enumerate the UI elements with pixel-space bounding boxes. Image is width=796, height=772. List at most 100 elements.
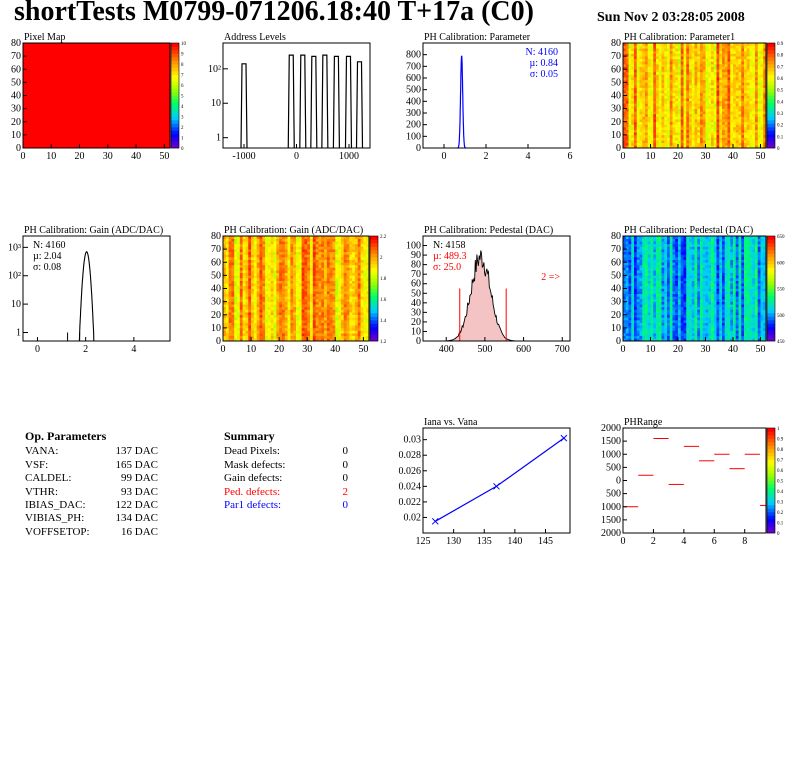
- ph-cal-parameter1-cell: [689, 137, 693, 141]
- ph-cal-pedestal-map-cell: [631, 306, 635, 310]
- ph-cal-parameter1-cell: [719, 119, 723, 123]
- ph-cal-parameter1-cell: [647, 119, 651, 123]
- ph-cal-gain-map-cell: [296, 299, 300, 302]
- ph-cal-parameter1-cell: [744, 113, 748, 117]
- ph-cal-parameter1-cell: [724, 145, 728, 149]
- ph-cal-pedestal-map-cell: [639, 309, 643, 313]
- ph-cal-pedestal-map-cell: [656, 278, 660, 281]
- ph-cal-gain-map-cell: [301, 325, 305, 329]
- ph-cal-gain-map-cell: [354, 299, 359, 302]
- ph-cal-parameter1-cell: [733, 137, 737, 141]
- ph-cal-gain-map-cell: [310, 246, 314, 250]
- ph-cal-gain-map-cell: [318, 338, 322, 342]
- ph-cal-gain-map-cell: [284, 327, 288, 331]
- ph-cal-gain-map-cell: [242, 254, 246, 258]
- ph-cal-gain-map-cell: [304, 267, 308, 271]
- ph-cal-parameter1-cell: [730, 82, 734, 86]
- ph-cal-gain-map-cell: [262, 259, 266, 263]
- ph-cal-gain-map-cell: [265, 241, 269, 245]
- ph-cal-gain-map-cell: [310, 306, 314, 310]
- ph-cal-gain-map-cell: [360, 275, 364, 279]
- ph-cal-parameter1-cell: [645, 53, 649, 57]
- ph-cal-gain-map-cell: [262, 283, 266, 287]
- ph-cal-parameter1-cell: [680, 71, 684, 75]
- ph-cal-parameter1-cell: [639, 82, 643, 86]
- ph-cal-parameter1-cell: [642, 95, 646, 99]
- ph-cal-parameter1-cell: [669, 119, 673, 123]
- ph-cal-gain-map-cell: [242, 272, 246, 276]
- ph-cal-gain-map-cell: [310, 259, 314, 263]
- ph-cal-parameter1-cell: [702, 82, 706, 86]
- ph-cal-parameter1-cell: [658, 108, 662, 112]
- ph-cal-pedestal-map-cell: [625, 312, 629, 316]
- ph-cal-pedestal-map-cell: [634, 241, 638, 245]
- ph-cal-gain-map-cell: [245, 275, 249, 279]
- ph-cal-parameter1-cell: [757, 64, 761, 67]
- ph-cal-gain-map-cell: [360, 257, 364, 260]
- ph-cal-gain-map-cell: [253, 288, 257, 292]
- ph-cal-pedestal-map-cell: [645, 241, 649, 245]
- ph-cal-pedestal-map-cell: [634, 246, 638, 250]
- y-tick-label: 70: [611, 51, 621, 62]
- ph-cal-gain-map-cell: [253, 325, 257, 329]
- ph-cal-parameter1-cell: [645, 85, 649, 88]
- ph-cal-gain-map-cell: [248, 280, 252, 284]
- ph-cal-pedestal-map-cell: [642, 236, 646, 239]
- ph-cal-pedestal-map-cell: [636, 257, 640, 260]
- ph-cal-parameter1-cell: [691, 48, 695, 52]
- ph-cal-parameter1-cell: [738, 113, 742, 117]
- colorbar-cell: [370, 267, 378, 272]
- ph-cal-parameter1-cell: [686, 87, 690, 91]
- ph-cal-gain-map-cell: [237, 314, 241, 318]
- ph-cal-pedestal-map-cell: [661, 330, 665, 334]
- ph-cal-gain-map-cell: [354, 270, 359, 274]
- ph-cal-parameter1-cell: [760, 145, 764, 149]
- ph-cal-parameter1-cell: [727, 45, 731, 49]
- ph-cal-gain-map-cell: [265, 278, 269, 281]
- ph-cal-parameter1-cell: [702, 53, 706, 57]
- ph-cal-parameter1-cell: [628, 103, 632, 107]
- ph-cal-parameter1-cell: [697, 103, 701, 107]
- ph-cal-gain-map-cell: [262, 246, 266, 250]
- ph-cal-gain-map-cell: [301, 270, 305, 274]
- ph-cal-gain-map-cell: [318, 238, 322, 242]
- ph-cal-parameter1-cell: [735, 137, 739, 141]
- ph-cal-pedestal-map-cell: [625, 267, 629, 271]
- ph-cal-parameter1-cell: [749, 100, 753, 104]
- ph-cal-gain-map-cell: [279, 280, 283, 284]
- ph-cal-parameter1-cell: [755, 121, 759, 125]
- ph-cal-parameter1-cell: [667, 87, 671, 91]
- ph-cal-gain-map-cell: [248, 325, 252, 329]
- ph-cal-parameter1-cell: [708, 132, 712, 136]
- ph-cal-parameter1-cell: [623, 90, 627, 94]
- ph-cal-gain-map-cell: [349, 322, 353, 326]
- ph-cal-parameter1-cell: [653, 45, 657, 49]
- ph-cal-parameter1-cell: [727, 74, 731, 78]
- ph-cal-gain-map-cell: [242, 293, 246, 297]
- ph-cal-parameter1-cell: [647, 90, 651, 94]
- ph-cal-parameter1-cell: [636, 113, 640, 117]
- ph-cal-pedestal-map-cell: [636, 320, 640, 323]
- ph-cal-gain-map-cell: [290, 299, 294, 302]
- ph-cal-parameter1-cell: [634, 66, 638, 70]
- ph-cal-gain-map-cell: [315, 314, 319, 318]
- ph-cal-gain-map-cell: [332, 257, 336, 260]
- ph-cal-pedestal-map-cell: [639, 254, 643, 258]
- ph-cal-parameter1-cell: [669, 92, 673, 96]
- ph-cal-parameter1-cell: [705, 134, 709, 138]
- ph-cal-gain-map-cell: [321, 270, 325, 274]
- ph-cal-parameter1-cell: [741, 127, 745, 130]
- ph-cal-pedestal-map-cell: [653, 262, 657, 266]
- ph-cal-parameter1-cell: [716, 111, 720, 115]
- colorbar-cell: [171, 113, 179, 117]
- ph-cal-parameter1-cell: [755, 69, 759, 73]
- ph-cal-pedestal-map-cell: [642, 238, 646, 242]
- ph-cal-parameter1-cell: [755, 100, 759, 104]
- ph-cal-parameter1-cell: [716, 90, 720, 94]
- ph-cal-gain-map-cell: [231, 335, 235, 339]
- ph-cal-parameter1-cell: [716, 58, 720, 62]
- ph-cal-parameter1-cell: [741, 100, 745, 104]
- ph-cal-parameter1-cell: [697, 100, 701, 104]
- ph-cal-gain-map-cell: [354, 254, 359, 258]
- ph-cal-gain-map-cell: [360, 236, 364, 239]
